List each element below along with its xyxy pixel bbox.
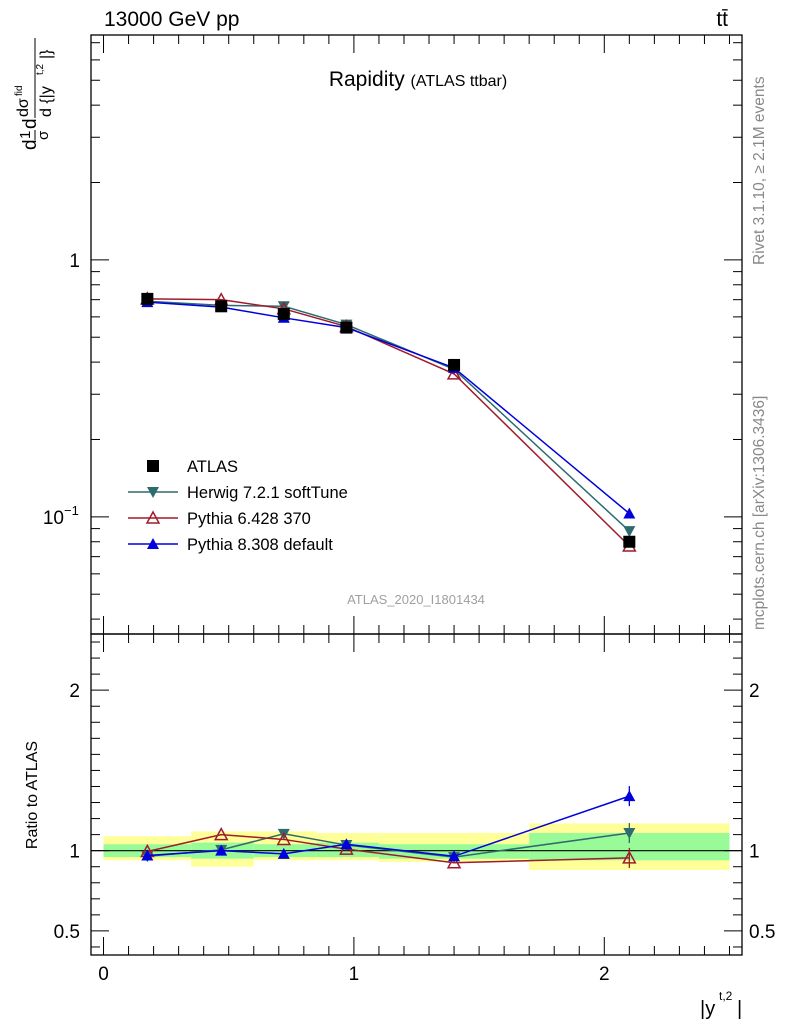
legend-marker [145, 510, 161, 524]
svg-text:σ: σ [35, 130, 52, 140]
ratio-point [622, 850, 637, 864]
legend-marker [147, 487, 159, 498]
svg-text:|: | [737, 998, 742, 1020]
series-line-3 [147, 301, 630, 515]
data-point [340, 321, 353, 334]
ratio-point [446, 855, 462, 869]
data-point [623, 507, 636, 519]
main-subtitle-text: (ATLAS ttbar) [411, 73, 508, 90]
data-point [277, 308, 290, 321]
data-point [277, 301, 290, 313]
ratio-y-tick-label: 0.5 [54, 922, 80, 943]
svg-text:d: d [20, 118, 41, 129]
ratio-plot-panel: 0.5 0.5 1 1 2 2 0 1 2 [54, 633, 775, 985]
ratio-y-tick-label-right: 2 [749, 681, 760, 702]
svg-text:t,2: t,2 [719, 989, 733, 1003]
ratio-frame [90, 633, 743, 956]
process-label: tt̄ [716, 8, 728, 31]
data-point [448, 358, 461, 371]
series-line-1 [147, 300, 630, 532]
legend-marker [147, 538, 159, 549]
legend: ATLAS Herwig 7.2.1 softTune Pythia 6.428 3… [128, 458, 348, 554]
main-plot-panel: 1 10 −1 ATLAS_2020_I1801434 ATLAS Herwig 7.2.… [43, 34, 743, 635]
ratio-point [623, 790, 636, 802]
legend-label: ATLAS [187, 458, 238, 476]
ratio-point [448, 850, 461, 862]
ratio-y-tick-label: 1 [69, 842, 80, 863]
ratio-y-tick-label: 2 [69, 681, 80, 702]
svg-text:d {|y: d {|y [38, 86, 55, 117]
analysis-watermark: ATLAS_2020_I1801434 [347, 592, 485, 607]
x-tick-label: 1 [349, 964, 360, 985]
svg-text:|}: |} [38, 49, 55, 59]
legend-marker [147, 460, 159, 472]
x-tick-label: 0 [98, 964, 109, 985]
data-point [141, 292, 154, 305]
ratio-line-3 [147, 795, 630, 858]
ratio-y-tick-label-right: 1 [749, 842, 760, 863]
ratio-point [276, 831, 292, 846]
x-axis-label: |y t,2 | [700, 989, 742, 1020]
ratio-point [215, 844, 228, 856]
svg-text:1: 1 [17, 131, 34, 139]
y-tick-label: 1 [69, 251, 80, 272]
legend-label: Pythia 6.428 370 [187, 510, 311, 528]
ratio-point [623, 828, 636, 840]
energy-label: 13000 GeV pp [104, 8, 239, 31]
data-point [446, 366, 462, 380]
y-tick-exponent: −1 [64, 503, 79, 518]
ratio-y-tick-label-right: 0.5 [749, 922, 775, 943]
ratio-point [340, 838, 353, 850]
x-tick-label: 2 [599, 964, 610, 985]
legend-label: Herwig 7.2.1 softTune [187, 484, 348, 502]
svg-text:fid: fid [14, 85, 25, 96]
main-ylabel: d 1 σ d dσ fid d {|y t,2 |} [14, 38, 55, 150]
data-point [623, 526, 636, 538]
ratio-ylabel: Ratio to ATLAS [24, 741, 41, 849]
data-point [215, 300, 228, 313]
ratio-point [213, 827, 229, 841]
data-point [623, 535, 636, 548]
svg-text:dσ: dσ [15, 98, 32, 117]
main-title: Rapidity (ATLAS ttbar) [329, 68, 507, 91]
ratio-point [141, 849, 154, 861]
y-tick-label: 10 [43, 508, 64, 529]
series-line-2 [147, 298, 630, 547]
svg-text:d: d [20, 139, 41, 150]
ratio-line-2 [147, 833, 630, 864]
svg-text:|y: |y [700, 998, 715, 1020]
legend-label: Pythia 8.308 default [187, 536, 333, 554]
ratio-point [277, 847, 290, 859]
mcplots-label: mcplots.cern.ch [arXiv:1306.3436] [751, 396, 768, 630]
main-title-text: Rapidity [329, 68, 405, 91]
svg-text:t,2: t,2 [35, 63, 46, 75]
rivet-label: Rivet 3.1.10, ≥ 2.1M events [751, 76, 768, 265]
